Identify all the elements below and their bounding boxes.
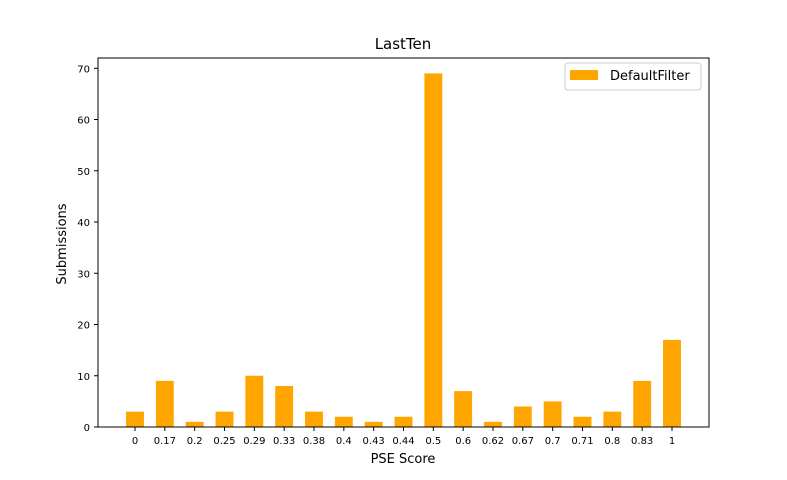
y-axis-label: Submissions [55, 203, 70, 284]
bar-0.44 [394, 416, 413, 427]
plot-frame [97, 57, 710, 428]
legend-box [564, 62, 702, 91]
x-tick-label-0.7: 0.7 [545, 436, 561, 447]
legend: DefaultFilter [564, 62, 702, 91]
x-tick-label-0.25: 0.25 [213, 436, 235, 447]
x-tick-label-0.5: 0.5 [425, 436, 441, 447]
bar-0.83 [633, 380, 652, 427]
x-tick-label-0.44: 0.44 [392, 436, 414, 447]
x-tick-label-0.67: 0.67 [512, 436, 534, 447]
bar-0.17 [155, 380, 174, 427]
x-tick-label-1: 1 [669, 436, 675, 447]
y-tick-label-50: 50 [77, 167, 90, 178]
y-axis: 0 10 20 30 40 50 60 70 [77, 64, 98, 434]
bar-0.67 [513, 406, 532, 427]
y-tick-label-10: 10 [77, 372, 90, 383]
y-tick-label-70: 70 [77, 64, 90, 75]
legend-swatch [570, 70, 598, 80]
bar-0.33 [275, 386, 294, 427]
bars-layer [126, 73, 681, 427]
y-tick-label-20: 20 [77, 321, 90, 332]
bar-0.6 [454, 391, 473, 427]
bar-0.8 [603, 411, 622, 427]
bar-0.2 [185, 421, 204, 427]
bar-0.4 [334, 416, 353, 427]
x-tick-label-0.38: 0.38 [303, 436, 325, 447]
x-tick-label-0.29: 0.29 [243, 436, 265, 447]
x-tick-label-0.4: 0.4 [336, 436, 352, 447]
x-tick-label-0.43: 0.43 [363, 436, 385, 447]
bar-0.5 [424, 73, 443, 427]
x-tick-label-0.83: 0.83 [631, 436, 653, 447]
y-tick-label-60: 60 [77, 116, 90, 127]
bar-0.62 [484, 421, 502, 427]
bar-0.29 [245, 375, 264, 427]
y-tick-label-0: 0 [84, 423, 90, 434]
x-tick-label-0.6: 0.6 [455, 436, 471, 447]
bar-0.38 [305, 411, 323, 427]
x-tick-label-0.33: 0.33 [273, 436, 295, 447]
x-axis: 0 0.17 0.2 0.25 0.29 0.33 0.38 0.4 0.43 0.44 0.5 0.… [132, 427, 675, 447]
bar-0 [126, 411, 144, 427]
x-tick-label-0.8: 0.8 [604, 436, 620, 447]
x-tick-label-0.62: 0.62 [482, 436, 504, 447]
bar-0.25 [215, 411, 234, 427]
x-tick-label-0.17: 0.17 [154, 436, 176, 447]
x-tick-label-0.71: 0.71 [571, 436, 593, 447]
legend-label: DefaultFilter [610, 69, 690, 84]
chart-title: LastTen [375, 35, 432, 53]
bar-0.43 [364, 421, 383, 427]
y-tick-label-40: 40 [77, 218, 90, 229]
bar-1 [663, 339, 681, 427]
bar-0.7 [543, 401, 562, 427]
x-tick-label-0.2: 0.2 [187, 436, 203, 447]
x-tick-label-0: 0 [132, 436, 138, 447]
x-axis-label: PSE Score [371, 452, 436, 467]
y-tick-label-30: 30 [77, 269, 90, 280]
bar-0.71 [573, 416, 592, 427]
